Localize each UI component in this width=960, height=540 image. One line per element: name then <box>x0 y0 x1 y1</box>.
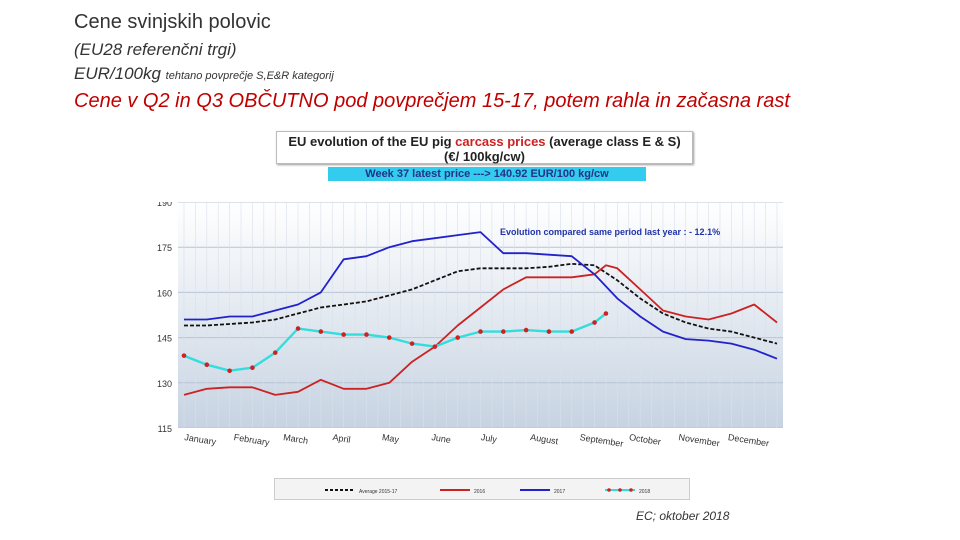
series-3-point-19 <box>603 311 609 316</box>
series-3-point-10 <box>409 341 415 346</box>
series-3-point-14 <box>501 329 506 334</box>
legend-label-1: 2016 <box>474 489 485 495</box>
x-tick-label-10: November <box>678 432 721 448</box>
banner-line1: EU evolution of the EU pig carcass price… <box>277 134 692 149</box>
y-tick-label-3: 160 <box>157 288 172 298</box>
source-note: EC; oktober 2018 <box>636 509 730 523</box>
series-3-point-16 <box>546 329 552 334</box>
x-tick-label-7: August <box>530 432 560 446</box>
unit-line: EUR/100kg tehtano povprečje S,E&R katego… <box>74 64 334 84</box>
series-3-point-2 <box>227 368 232 374</box>
series-3-point-1 <box>204 362 210 368</box>
chart-svg: Evolution compared same period last year… <box>178 201 783 429</box>
series-3-point-17 <box>569 329 575 334</box>
headline: Cene v Q2 in Q3 OBČUTNO pod povprečjem 1… <box>74 90 790 112</box>
legend-swatch-3-dot-2 <box>629 488 633 492</box>
series-3-point-8 <box>364 332 369 337</box>
unit-main: EUR/100kg <box>74 64 161 83</box>
legend-swatch-3-dot-1 <box>618 488 622 492</box>
legend-label-3: 2018 <box>639 489 650 495</box>
series-3-point-12 <box>455 335 460 340</box>
page-title: Cene svinjskih polovic <box>74 11 271 33</box>
unit-note: tehtano povprečje S,E&R kategorij <box>165 70 334 82</box>
price-chart: Evolution compared same period last year… <box>178 201 783 429</box>
series-3-point-4 <box>272 350 278 355</box>
y-tick-label-2: 145 <box>157 334 172 344</box>
x-tick-label-6: July <box>480 432 498 444</box>
series-3-point-11 <box>432 344 438 349</box>
x-tick-label-0: January <box>184 432 218 447</box>
x-tick-label-11: December <box>727 432 770 448</box>
y-tick-label-4: 175 <box>157 243 172 253</box>
chart-annotation: Evolution compared same period last year… <box>500 227 720 237</box>
banner-suffix: (average class E & S) <box>545 134 681 149</box>
chart-grid <box>178 201 783 429</box>
series-3-point-7 <box>341 332 346 337</box>
x-tick-label-3: April <box>332 432 351 445</box>
legend: Average 2015-17 2016 2017 2018 <box>274 478 690 500</box>
series-3-point-6 <box>318 329 324 334</box>
series-3-point-18 <box>592 320 597 325</box>
y-tick-label-0: 115 <box>158 424 172 434</box>
series-line-3 <box>183 312 607 372</box>
x-tick-label-8: September <box>579 432 624 449</box>
legend-label-0: Average 2015-17 <box>359 489 397 495</box>
legend-label-2: 2017 <box>554 489 565 495</box>
banner-prefix: EU evolution of the EU pig <box>288 134 456 149</box>
series-3-point-0 <box>181 353 187 358</box>
series-line-1 <box>183 264 778 396</box>
series-line-0 <box>184 262 778 345</box>
x-tick-label-4: May <box>381 432 400 445</box>
banner-highlight: carcass prices <box>455 134 546 149</box>
chart-series <box>181 231 778 396</box>
x-tick-label-5: June <box>431 432 452 445</box>
legend-svg: Average 2015-17 2016 2017 2018 <box>325 488 650 495</box>
legend-swatch-3-dot-0 <box>607 488 611 492</box>
series-3-point-9 <box>386 335 392 340</box>
x-tick-label-9: October <box>628 432 661 447</box>
banner-line2: (€/ 100kg/cw) <box>444 149 525 164</box>
series-3-point-5 <box>295 326 301 331</box>
x-tick-label-1: February <box>233 432 271 448</box>
chart-banner: EU evolution of the EU pig carcass price… <box>276 131 693 164</box>
series-3-point-3 <box>250 365 255 371</box>
y-axis: 115 130 145 160 175 190 <box>157 202 172 434</box>
x-tick-label-2: March <box>283 432 309 446</box>
week-note: Week 37 latest price ---> 140.92 EUR/100… <box>328 167 646 181</box>
series-3-point-15 <box>523 327 529 333</box>
page-subtitle: (EU28 referenčni trgi) <box>74 40 237 59</box>
y-tick-label-1: 130 <box>157 379 172 389</box>
y-tick-label-5: 190 <box>157 202 172 208</box>
x-axis: January February March April May June July Augu… <box>184 432 770 449</box>
series-line-2 <box>184 231 778 360</box>
series-3-point-13 <box>478 329 483 334</box>
